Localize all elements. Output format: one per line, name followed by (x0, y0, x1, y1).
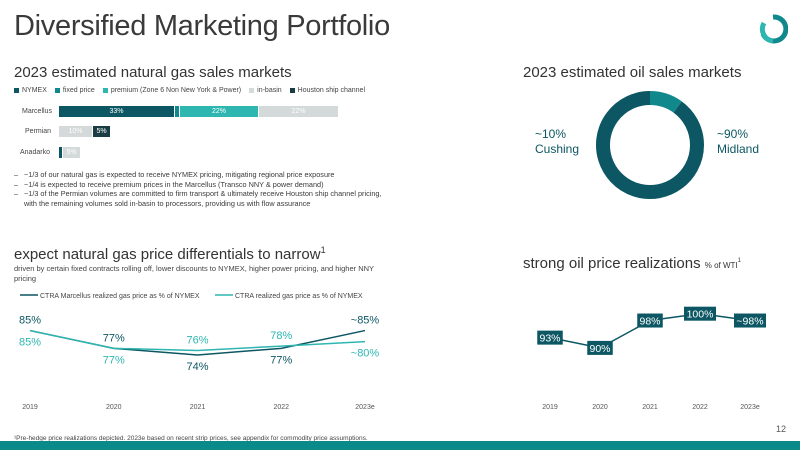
x-tick-label: 2023e (740, 404, 760, 411)
x-tick-label: 2021 (190, 404, 206, 411)
data-label: 74% (186, 361, 208, 373)
data-label: 100% (687, 309, 714, 321)
data-label-box (734, 313, 766, 328)
bar-segment-nymex (59, 147, 62, 158)
bar-segment-fixed-price (175, 106, 179, 117)
data-label-box (537, 330, 563, 345)
cushing-label: Cushing (535, 142, 580, 156)
bar-segment-in-basin: 22% (259, 106, 338, 117)
data-label: 85% (19, 337, 41, 349)
x-tick-label: 2019 (542, 404, 558, 411)
bar-row-permian: 10% 5% (59, 126, 159, 137)
gas-sales-bullets: ~1/3 of our natural gas is expected to r… (14, 170, 384, 208)
x-tick-label: 2023e (355, 404, 375, 411)
bar-label-anadarko: Anadarko (20, 149, 50, 156)
gas-diff-subheading: driven by certain fixed contracts rollin… (14, 264, 374, 283)
gas-sales-legend: NYMEX fixed price premium (Zone 6 Non Ne… (14, 87, 365, 94)
x-tick-label: 2022 (273, 404, 289, 411)
legend-item-houston-ship-channel: Houston ship channel (289, 87, 365, 94)
data-label: 98% (639, 316, 660, 328)
bullet-item: ~1/3 of the Permian volumes are committe… (14, 189, 384, 208)
data-label: 90% (589, 343, 610, 355)
data-label: ~98% (736, 316, 763, 328)
x-tick-label: 2019 (22, 404, 38, 411)
oil-right-label: ~90% Midland (717, 127, 759, 157)
bullet-item: ~1/3 of our natural gas is expected to r… (14, 170, 384, 180)
data-label-box (587, 340, 613, 355)
donut-slice-midland (596, 91, 704, 199)
bullet-item: ~1/4 is expected to receive premium pric… (14, 180, 384, 190)
oil-real-chart: 93% 90% 98% 100% ~98% 2019 2020 2021 2022 2023e (537, 306, 766, 411)
gas-sales-heading: 2023 estimated natural gas sales markets (14, 64, 292, 81)
bar-label-marcellus: Marcellus (22, 108, 52, 115)
legend-label: CTRA realized gas price as % of NYMEX (235, 293, 363, 300)
data-label-box (684, 306, 716, 321)
data-label: 85% (19, 315, 41, 327)
bar-segment-houston-ship-channel: 5% (93, 126, 110, 137)
midland-pct: ~90% (717, 127, 749, 141)
bar-segment-nymex: 33% (59, 106, 174, 117)
data-label: 77% (103, 354, 125, 366)
data-label: 77% (103, 332, 125, 344)
bar-segment-premium: 22% (180, 106, 258, 117)
data-label-box (637, 313, 663, 328)
midland-label: Midland (717, 142, 760, 156)
x-tick-label: 2021 (642, 404, 658, 411)
legend-item-fixed-price: fixed price (54, 87, 95, 94)
bar-segment-in-basin: 10% (59, 126, 92, 137)
bar-row-marcellus: 33% 22% 22% (59, 106, 349, 117)
bar-row-anadarko: 5% (59, 147, 99, 158)
data-label: 93% (539, 333, 560, 345)
x-tick-label: 2020 (592, 404, 608, 411)
oil-real-heading: strong oil price realizations % of WTI1 (523, 255, 741, 272)
footnote: ¹Pre-hedge price realizations depicted. … (14, 435, 368, 442)
cushing-pct: ~10% (535, 127, 567, 141)
oil-sales-donut (596, 91, 704, 199)
legend-item-in-basin: in-basin (249, 87, 282, 94)
data-label: 77% (270, 354, 292, 366)
data-label: 76% (186, 335, 208, 347)
data-label: ~85% (351, 315, 380, 327)
series-line (29, 329, 366, 352)
legend-label: CTRA Marcellus realized gas price as % o… (40, 293, 200, 300)
bottom-accent-bar (0, 441, 800, 450)
gas-diff-chart: CTRA Marcellus realized gas price as % o… (19, 293, 380, 411)
donut-slice-cushing (649, 91, 682, 113)
oil-sales-heading: 2023 estimated oil sales markets (523, 64, 742, 81)
x-tick-label: 2022 (692, 404, 708, 411)
oil-left-label: ~10% Cushing (535, 127, 579, 157)
bar-label-permian: Permian (25, 128, 52, 135)
legend-item-premium: premium (Zone 6 Non New York & Power) (102, 87, 241, 94)
page-number: 12 (776, 424, 787, 434)
gas-diff-heading: expect natural gas price differentials t… (14, 245, 326, 263)
page-title: Diversified Marketing Portfolio (14, 10, 390, 42)
data-label: 78% (270, 330, 292, 342)
x-tick-label: 2020 (106, 404, 122, 411)
data-label: ~80% (351, 348, 380, 360)
legend-item-nymex: NYMEX (14, 87, 47, 94)
company-logo-icon (758, 14, 789, 44)
bar-segment-in-basin: 5% (63, 147, 80, 158)
